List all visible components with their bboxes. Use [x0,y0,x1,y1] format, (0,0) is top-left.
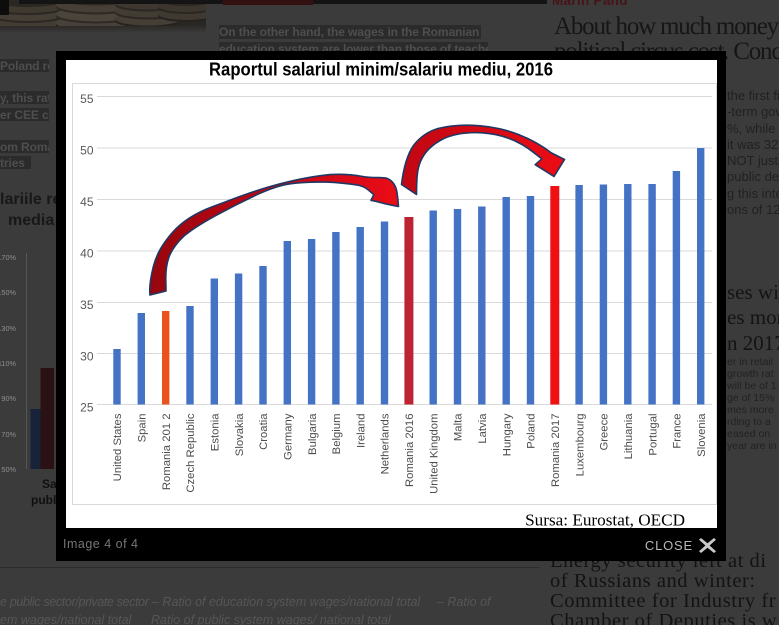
svg-text:Lithuania: Lithuania [623,413,635,460]
svg-text:Romania 2017: Romania 2017 [550,414,562,487]
svg-text:Ireland: Ireland [355,414,367,449]
svg-text:Portugal: Portugal [647,414,659,456]
svg-text:45: 45 [80,195,94,209]
svg-text:130%: 130% [0,324,17,333]
svg-text:Romania 2016: Romania 2016 [404,414,416,487]
svg-text:50%: 50% [1,465,16,474]
svg-text:public: public [31,493,58,507]
svg-text:Germany: Germany [283,413,295,460]
svg-text:United States: United States [112,413,124,481]
svg-text:30: 30 [80,350,94,364]
svg-text:Estonia: Estonia [210,413,222,451]
svg-text:Latvia: Latvia [477,413,489,444]
svg-text:40: 40 [80,247,94,261]
svg-text:110%: 110% [0,359,17,368]
svg-text:50: 50 [80,144,94,158]
svg-text:Belgium: Belgium [331,414,343,455]
svg-text:Slovenia: Slovenia [696,413,708,457]
svg-text:25: 25 [80,401,94,415]
svg-text:Malta: Malta [453,413,465,441]
svg-text:Raportul salariul minim/salari: Raportul salariul minim/salariu mediu, 2… [209,60,553,80]
svg-text:Hungary: Hungary [501,413,513,456]
svg-text:Poland: Poland [526,414,538,449]
svg-text:170%: 170% [0,253,17,262]
svg-text:Slovakia: Slovakia [234,413,246,456]
svg-text:Sal: Sal [42,477,58,491]
svg-text:Greece: Greece [599,414,611,451]
svg-text:Czech Republic: Czech Republic [185,413,197,492]
svg-text:90%: 90% [1,394,16,403]
svg-text:Sursa: Eurostat, OECD: Sursa: Eurostat, OECD [525,511,685,529]
svg-text:Croatia: Croatia [258,413,270,450]
svg-text:France: France [672,414,684,449]
svg-text:55: 55 [80,92,94,106]
svg-text:Bulgaria: Bulgaria [307,413,319,455]
svg-text:Romania 201 2: Romania 201 2 [161,414,173,491]
svg-text:United Kingdom: United Kingdom [428,414,440,494]
svg-text:Spain: Spain [137,414,149,443]
svg-text:150%: 150% [0,288,17,297]
svg-text:35: 35 [80,298,94,312]
svg-text:Netherlands: Netherlands [380,413,392,474]
svg-text:Luxembourg: Luxembourg [574,414,586,477]
svg-text:70%: 70% [1,430,16,439]
